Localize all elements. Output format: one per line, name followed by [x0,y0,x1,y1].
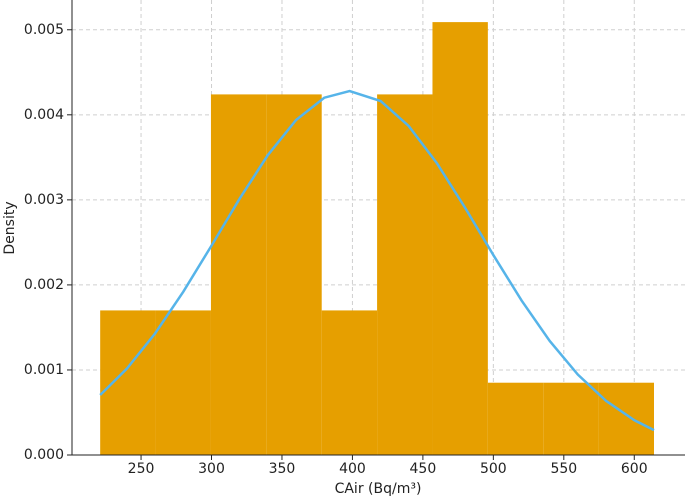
x-tick-label: 400 [339,461,366,477]
x-axis-label: CAir (Bq/m³) [335,481,422,497]
bar [210,94,267,456]
bar [598,382,654,455]
x-tick-label: 500 [480,461,507,477]
x-tick-label: 350 [269,461,296,477]
y-tick-label: 0.004 [24,107,64,123]
y-tick-label: 0.005 [24,22,64,38]
x-tick-label: 450 [410,461,437,477]
y-tick-label: 0.003 [24,192,64,208]
y-tick-label: 0.001 [24,362,64,378]
bar [266,94,322,456]
bar [377,94,433,456]
bar [155,310,211,455]
bar [487,382,544,455]
bar [432,22,488,455]
y-tick-label: 0.000 [24,447,64,463]
density-curve [99,89,655,432]
x-tick-label: 250 [128,461,155,477]
y-tick-label: 0.002 [24,277,64,293]
x-tick-label: 600 [621,461,648,477]
x-tick-label: 300 [198,461,225,477]
bar [321,310,378,455]
x-tick-label: 550 [550,461,577,477]
y-axis-label: Density [2,201,18,254]
bar [543,382,599,455]
bar [100,310,156,455]
